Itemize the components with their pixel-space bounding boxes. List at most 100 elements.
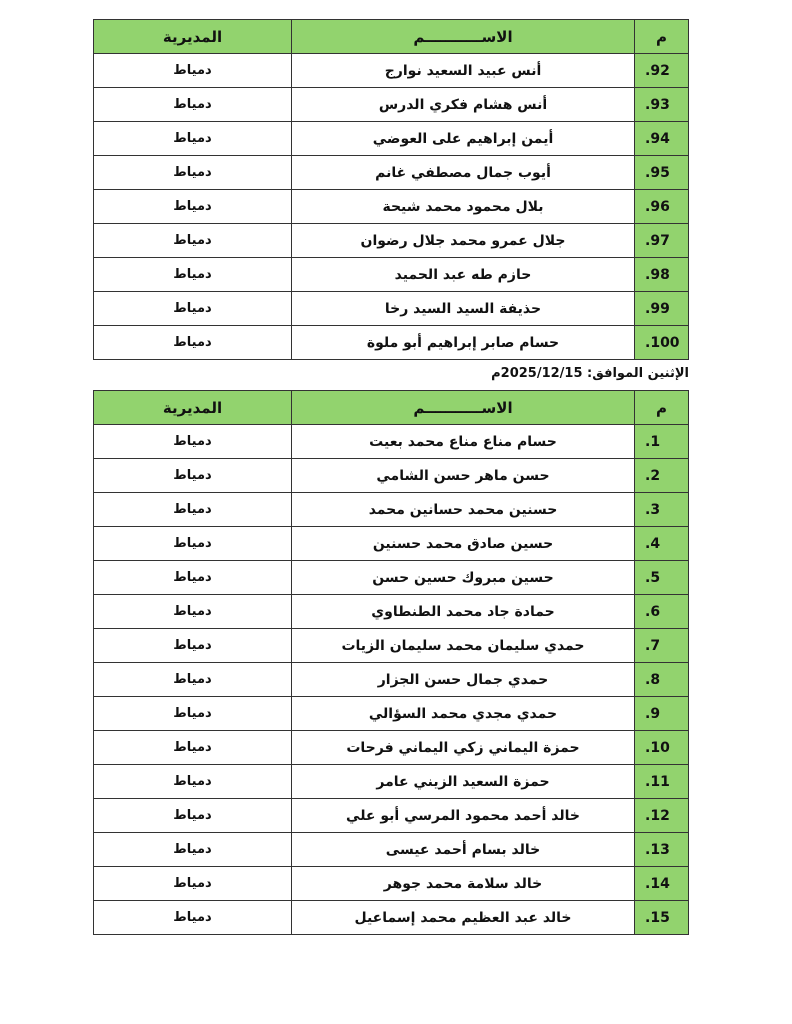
table-row: 13. خالد بسام أحمد عيسى دمياط <box>93 832 689 867</box>
header-row: م الاســـــــــــم المديرية <box>93 390 689 425</box>
row-number: 3. <box>634 492 689 527</box>
directorate: دمياط <box>93 594 292 629</box>
directorate: دمياط <box>93 155 292 190</box>
person-name: أيمن إبراهيم على العوضي <box>291 121 635 156</box>
row-number: 9. <box>634 696 689 731</box>
header-row: م الاســـــــــــم المديرية <box>93 19 689 54</box>
row-number: 97. <box>634 223 689 258</box>
row-number: 2. <box>634 458 689 493</box>
directorate: دمياط <box>93 121 292 156</box>
names-table-2: م الاســـــــــــم المديرية 1. حسام مناع … <box>93 390 689 935</box>
person-name: حسين مبروك حسين حسن <box>291 560 635 595</box>
table-row: 9. حمدي مجدي محمد السؤالي دمياط <box>93 696 689 731</box>
row-number: 5. <box>634 560 689 595</box>
names-table-1: م الاســـــــــــم المديرية 92. أنس عبيد … <box>93 19 689 360</box>
directorate: دمياط <box>93 730 292 765</box>
directorate: دمياط <box>93 223 292 258</box>
table-row: 93. أنس هشام فكري الدرس دمياط <box>93 87 689 122</box>
row-number: 1. <box>634 424 689 459</box>
row-number: 13. <box>634 832 689 867</box>
person-name: حسام مناع مناع محمد بعيت <box>291 424 635 459</box>
person-name: خالد أحمد محمود المرسي أبو علي <box>291 798 635 833</box>
table-row: 10. حمزة اليماني زكي اليماني فرحات دمياط <box>93 730 689 765</box>
row-number: 98. <box>634 257 689 292</box>
person-name: أيوب جمال مصطفي غانم <box>291 155 635 190</box>
directorate: دمياط <box>93 325 292 360</box>
person-name: حسام صابر إبراهيم أبو ملوة <box>291 325 635 360</box>
table-row: 8. حمدي جمال حسن الجزار دمياط <box>93 662 689 697</box>
table-row: 7. حمدي سليمان محمد سليمان الزيات دمياط <box>93 628 689 663</box>
directorate: دمياط <box>93 764 292 799</box>
table-row: 6. حمادة جاد محمد الطنطاوي دمياط <box>93 594 689 629</box>
table-row: 1. حسام مناع مناع محمد بعيت دمياط <box>93 424 689 459</box>
directorate: دمياط <box>93 866 292 901</box>
person-name: حمادة جاد محمد الطنطاوي <box>291 594 635 629</box>
person-name: حسن ماهر حسن الشامي <box>291 458 635 493</box>
person-name: أنس هشام فكري الدرس <box>291 87 635 122</box>
header-name: الاســـــــــــم <box>291 19 635 54</box>
person-name: خالد بسام أحمد عيسى <box>291 832 635 867</box>
directorate: دمياط <box>93 526 292 561</box>
row-number: 15. <box>634 900 689 935</box>
directorate: دمياط <box>93 492 292 527</box>
table-row: 11. حمزة السعيد الزيني عامر دمياط <box>93 764 689 799</box>
row-number: 11. <box>634 764 689 799</box>
directorate: دمياط <box>93 798 292 833</box>
directorate: دمياط <box>93 189 292 224</box>
row-number: 8. <box>634 662 689 697</box>
person-name: بلال محمود محمد شيحة <box>291 189 635 224</box>
table-row: 92. أنس عبيد السعيد نوارج دمياط <box>93 53 689 88</box>
row-number: 7. <box>634 628 689 663</box>
table-row: 99. حذيفة السيد السيد رخا دمياط <box>93 291 689 326</box>
table-row: 96. بلال محمود محمد شيحة دمياط <box>93 189 689 224</box>
header-directorate: المديرية <box>93 390 292 425</box>
directorate: دمياط <box>93 424 292 459</box>
row-number: 12. <box>634 798 689 833</box>
table-row: 4. حسين صادق محمد حسنين دمياط <box>93 526 689 561</box>
row-number: 4. <box>634 526 689 561</box>
table-row: 3. حسنين محمد حسانين محمد دمياط <box>93 492 689 527</box>
table-row: 94. أيمن إبراهيم على العوضي دمياط <box>93 121 689 156</box>
person-name: حمدي جمال حسن الجزار <box>291 662 635 697</box>
header-num: م <box>634 19 689 54</box>
person-name: حمزة السعيد الزيني عامر <box>291 764 635 799</box>
row-number: 99. <box>634 291 689 326</box>
row-number: 93. <box>634 87 689 122</box>
table-row: 12. خالد أحمد محمود المرسي أبو علي دمياط <box>93 798 689 833</box>
person-name: خالد سلامة محمد جوهر <box>291 866 635 901</box>
person-name: حمدي مجدي محمد السؤالي <box>291 696 635 731</box>
person-name: حذيفة السيد السيد رخا <box>291 291 635 326</box>
table-row: 14. خالد سلامة محمد جوهر دمياط <box>93 866 689 901</box>
table-row: 100. حسام صابر إبراهيم أبو ملوة دمياط <box>93 325 689 360</box>
table-row: 15. خالد عبد العظيم محمد إسماعيل دمياط <box>93 900 689 935</box>
directorate: دمياط <box>93 53 292 88</box>
person-name: أنس عبيد السعيد نوارج <box>291 53 635 88</box>
table-row: 5. حسين مبروك حسين حسن دمياط <box>93 560 689 595</box>
row-number: 92. <box>634 53 689 88</box>
row-number: 6. <box>634 594 689 629</box>
person-name: حمزة اليماني زكي اليماني فرحات <box>291 730 635 765</box>
table-row: 95. أيوب جمال مصطفي غانم دمياط <box>93 155 689 190</box>
person-name: حمدي سليمان محمد سليمان الزيات <box>291 628 635 663</box>
header-num: م <box>634 390 689 425</box>
person-name: خالد عبد العظيم محمد إسماعيل <box>291 900 635 935</box>
header-name: الاســـــــــــم <box>291 390 635 425</box>
row-number: 100. <box>634 325 689 360</box>
directorate: دمياط <box>93 696 292 731</box>
row-number: 10. <box>634 730 689 765</box>
directorate: دمياط <box>93 900 292 935</box>
date-line: الإثنين الموافق: 2025/12/15م <box>491 366 689 381</box>
directorate: دمياط <box>93 662 292 697</box>
table-row: 2. حسن ماهر حسن الشامي دمياط <box>93 458 689 493</box>
person-name: حازم طه عبد الحميد <box>291 257 635 292</box>
directorate: دمياط <box>93 87 292 122</box>
person-name: جلال عمرو محمد جلال رضوان <box>291 223 635 258</box>
directorate: دمياط <box>93 458 292 493</box>
row-number: 95. <box>634 155 689 190</box>
directorate: دمياط <box>93 257 292 292</box>
directorate: دمياط <box>93 291 292 326</box>
person-name: حسنين محمد حسانين محمد <box>291 492 635 527</box>
row-number: 94. <box>634 121 689 156</box>
directorate: دمياط <box>93 832 292 867</box>
row-number: 14. <box>634 866 689 901</box>
